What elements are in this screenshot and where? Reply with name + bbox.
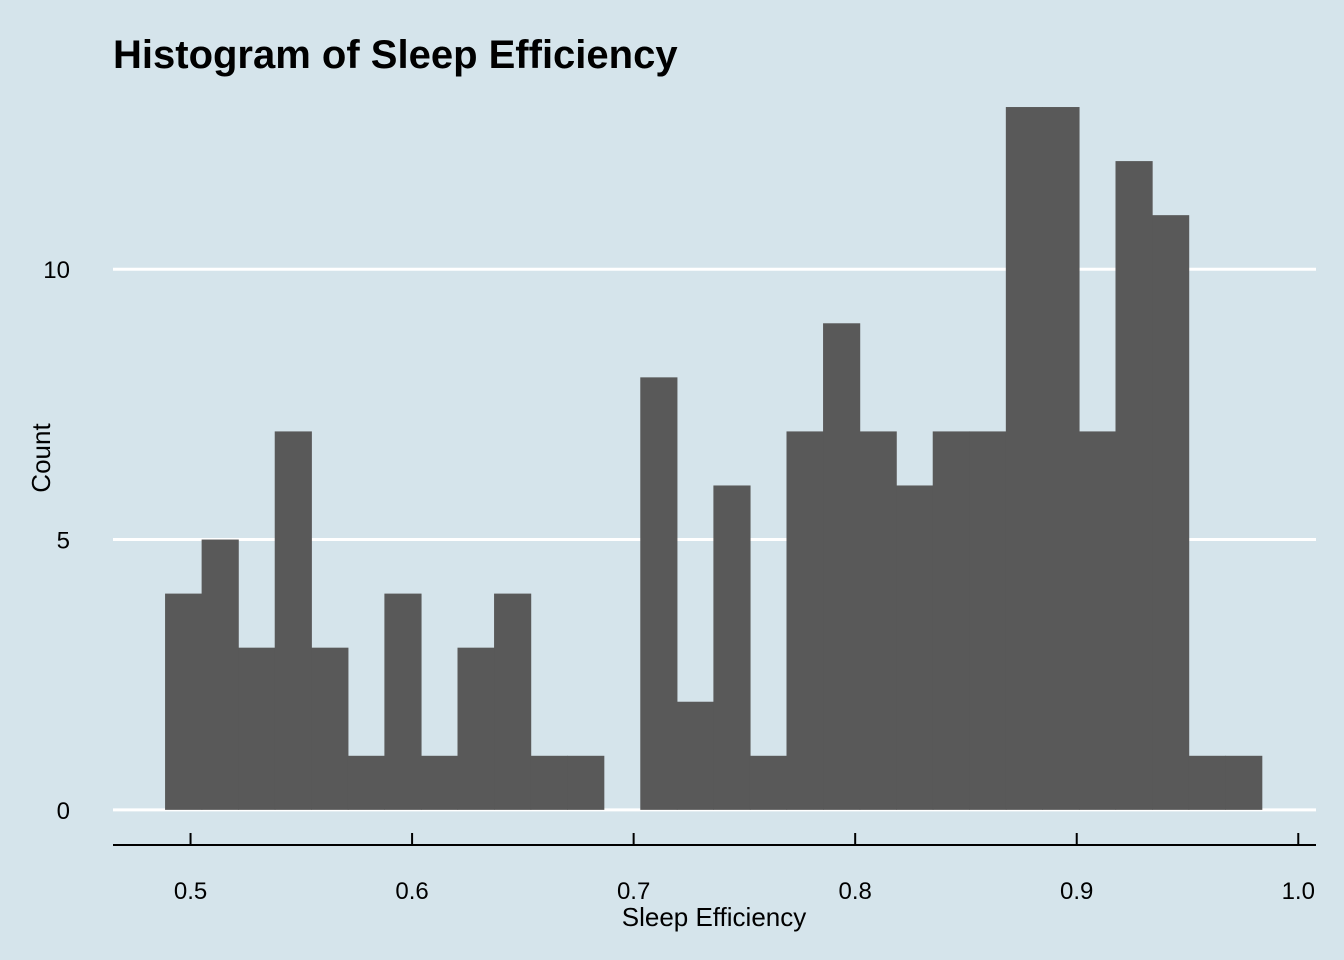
- x-tick-label: 0.9: [1060, 878, 1093, 905]
- histogram-bar: [932, 431, 970, 810]
- x-axis-label: Sleep Efficiency: [622, 902, 807, 932]
- histogram-bar: [859, 431, 897, 810]
- histogram-bar: [969, 431, 1007, 810]
- x-tick-label: 0.5: [174, 878, 207, 905]
- histogram-bar: [311, 647, 349, 810]
- chart-title: Histogram of Sleep Efficiency: [113, 33, 678, 77]
- histogram-bar: [1115, 161, 1153, 810]
- y-tick-label: 0: [57, 798, 70, 825]
- histogram-bar: [676, 701, 714, 810]
- x-tick-label: 1.0: [1282, 878, 1315, 905]
- histogram-bar: [640, 377, 678, 810]
- x-tick-label: 0.7: [617, 878, 650, 905]
- histogram-bar: [530, 755, 568, 810]
- histogram-bar: [567, 755, 605, 810]
- histogram-bar: [1005, 107, 1043, 810]
- histogram-bar: [786, 431, 824, 810]
- histogram-bar: [896, 485, 934, 810]
- histogram-bar: [1152, 215, 1190, 810]
- x-tick-label: 0.8: [838, 878, 871, 905]
- histogram-bar: [823, 323, 861, 810]
- y-axis-label: Count: [26, 423, 56, 493]
- x-axis-ticks: 0.5 0.6 0.7 0.8 0.9 1.0: [174, 833, 1315, 905]
- histogram-bar: [238, 647, 276, 810]
- histogram-bar: [1188, 755, 1226, 810]
- histogram-bar: [713, 485, 751, 810]
- histogram-bar: [1078, 431, 1117, 810]
- histogram-bars: [165, 107, 1263, 810]
- histogram-bar: [274, 431, 312, 810]
- histogram-bar: [347, 755, 385, 810]
- histogram-bar: [1042, 107, 1080, 810]
- histogram-bar: [165, 593, 203, 810]
- histogram-bar: [1225, 755, 1263, 810]
- histogram-bar: [457, 647, 495, 810]
- histogram-bar: [494, 593, 532, 810]
- histogram-bar: [420, 755, 459, 810]
- y-axis-ticks: 0 5 10: [43, 257, 70, 825]
- histogram-bar: [384, 593, 422, 810]
- histogram-bar: [201, 539, 239, 810]
- y-tick-label: 10: [43, 257, 70, 284]
- histogram-bar: [749, 755, 788, 810]
- y-tick-label: 5: [57, 528, 70, 555]
- x-tick-label: 0.6: [395, 878, 428, 905]
